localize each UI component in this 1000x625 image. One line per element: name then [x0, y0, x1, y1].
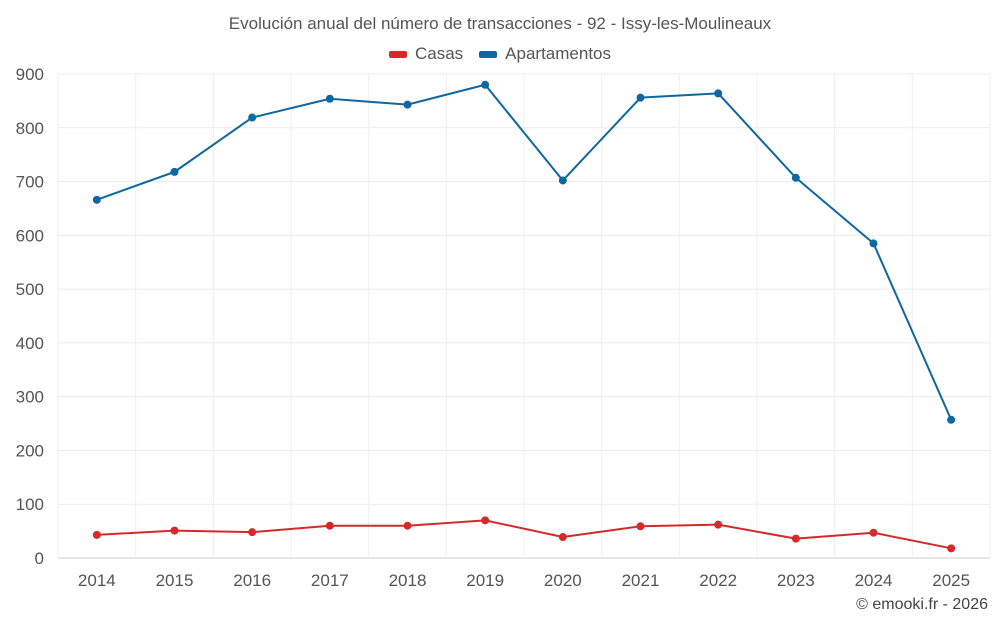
y-tick-label: 800: [16, 119, 44, 138]
legend-swatch-apartamentos: [479, 50, 498, 58]
data-point-casas: [947, 544, 956, 553]
data-point-casas: [869, 528, 878, 537]
data-point-apartamentos: [791, 173, 800, 182]
data-point-casas: [92, 530, 101, 539]
legend-item-apartamentos[interactable]: Apartamentos: [479, 44, 611, 64]
x-tick-label: 2016: [233, 571, 271, 590]
x-tick-label: 2020: [544, 571, 582, 590]
data-point-casas: [636, 522, 645, 531]
data-point-apartamentos: [947, 415, 956, 424]
legend-label-apartamentos: Apartamentos: [505, 44, 612, 63]
y-tick-label: 300: [16, 388, 44, 407]
y-tick-label: 900: [16, 65, 44, 84]
data-point-casas: [325, 521, 334, 530]
y-tick-label: 600: [16, 226, 44, 245]
legend: Casas Apartamentos: [0, 44, 1000, 64]
y-tick-label: 700: [16, 173, 44, 192]
data-point-apartamentos: [92, 195, 101, 204]
x-tick-label: 2024: [855, 571, 893, 590]
x-tick-label: 2019: [466, 571, 504, 590]
series-line-casas: [96, 519, 952, 550]
x-tick-label: 2021: [622, 571, 660, 590]
x-tick-label: 2015: [156, 571, 194, 590]
data-point-casas: [248, 528, 257, 537]
data-point-apartamentos: [869, 239, 878, 248]
x-tick-label: 2023: [777, 571, 815, 590]
credit-text: © emooki.fr - 2026: [856, 596, 988, 613]
x-tick-label: 2022: [699, 571, 737, 590]
data-point-apartamentos: [325, 94, 334, 103]
data-point-apartamentos: [481, 80, 490, 89]
data-point-apartamentos: [558, 176, 567, 185]
data-point-apartamentos: [248, 113, 257, 122]
y-tick-label: 500: [16, 280, 44, 299]
y-tick-label: 100: [16, 495, 44, 514]
data-point-apartamentos: [170, 167, 179, 176]
data-point-casas: [403, 521, 412, 530]
series-line-apartamentos: [96, 83, 953, 421]
y-tick-label: 0: [35, 549, 44, 568]
data-point-casas: [791, 534, 800, 543]
x-tick-label: 2025: [932, 571, 970, 590]
legend-label-casas: Casas: [414, 44, 464, 63]
legend-swatch-casas: [388, 50, 407, 58]
data-point-apartamentos: [636, 93, 645, 102]
data-point-apartamentos: [714, 89, 723, 98]
data-point-casas: [558, 533, 567, 542]
data-point-casas: [714, 520, 723, 529]
y-tick-label: 400: [16, 334, 44, 353]
x-tick-label: 2017: [311, 571, 349, 590]
x-tick-label: 2018: [389, 571, 427, 590]
chart-title: Evolución anual del número de transaccio…: [228, 14, 772, 33]
data-point-casas: [481, 516, 490, 525]
x-tick-label: 2014: [78, 571, 116, 590]
data-point-apartamentos: [403, 100, 412, 109]
data-point-casas: [170, 526, 179, 535]
y-tick-label: 200: [16, 441, 44, 460]
legend-item-casas[interactable]: Casas: [388, 44, 464, 64]
